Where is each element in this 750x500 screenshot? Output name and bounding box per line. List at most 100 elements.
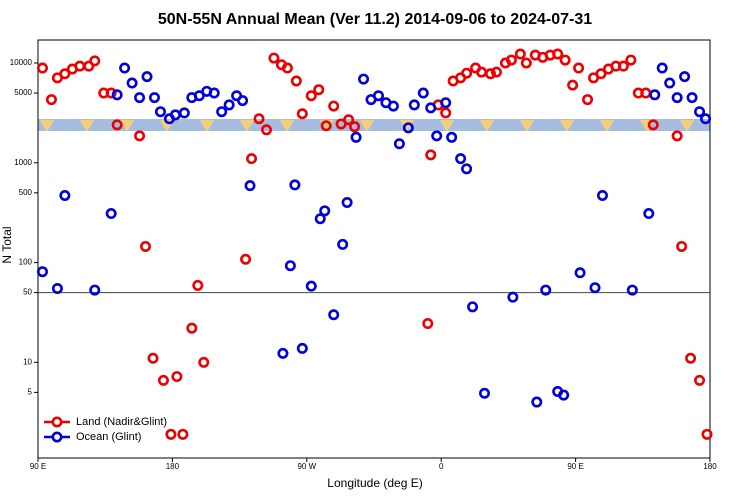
point (505, 54, 517, 66)
point (461, 163, 473, 175)
y-axis-title: N Total (0, 226, 14, 263)
point (417, 87, 429, 99)
x-tick-label: 180 (166, 462, 180, 471)
point (694, 106, 706, 118)
point (157, 374, 169, 386)
x-tick-label: 90 W (297, 462, 316, 471)
x-tick-label: 90 E (567, 462, 583, 471)
point (289, 179, 301, 191)
point (484, 68, 496, 80)
legend-label: Land (Nadir&Glint) (76, 416, 167, 428)
point (531, 396, 543, 408)
point (268, 52, 280, 64)
point (700, 113, 712, 125)
point (105, 87, 117, 99)
point (595, 68, 607, 80)
point (119, 62, 131, 74)
point (387, 100, 399, 112)
point (192, 279, 204, 291)
point (671, 130, 683, 142)
point (643, 208, 655, 220)
y-tick-label: 5 (28, 387, 33, 396)
point (177, 428, 189, 440)
y-tick-label: 1000 (14, 158, 32, 167)
point (686, 92, 698, 104)
point (147, 352, 159, 364)
point (319, 205, 331, 217)
point (589, 282, 601, 294)
point (59, 68, 71, 80)
point (305, 280, 317, 292)
point (640, 87, 652, 99)
point (507, 291, 519, 303)
point (402, 122, 414, 134)
point (314, 213, 326, 225)
point (134, 130, 146, 142)
point (140, 240, 152, 252)
point (111, 119, 123, 131)
point (567, 79, 579, 91)
y-tick-label: 100 (19, 258, 33, 267)
point (455, 153, 467, 165)
point (431, 130, 443, 142)
point (178, 107, 190, 119)
y-tick-label: 5000 (14, 88, 32, 97)
point (490, 66, 502, 78)
point (45, 94, 57, 106)
plot-frame (37, 39, 711, 459)
point (148, 92, 160, 104)
point (582, 94, 594, 106)
x-axis-title: Longitude (deg E) (327, 476, 422, 490)
point (223, 99, 235, 111)
point (51, 282, 63, 294)
point (186, 322, 198, 334)
point (111, 89, 123, 101)
point (626, 284, 638, 296)
point (237, 95, 249, 107)
y-tick-label: 50 (23, 288, 32, 297)
legend-label: Ocean (Glint) (76, 431, 141, 443)
point (36, 266, 48, 278)
point (573, 62, 585, 74)
point (574, 267, 586, 279)
point (89, 55, 101, 67)
point (240, 253, 252, 265)
point (171, 371, 183, 383)
point (320, 120, 332, 132)
point (440, 97, 452, 109)
point (134, 92, 146, 104)
point (393, 138, 405, 150)
point (208, 87, 220, 99)
y-tick-label: 10 (23, 357, 32, 366)
point (305, 90, 317, 102)
point (59, 189, 71, 201)
point (154, 106, 166, 118)
point (169, 109, 181, 121)
point (244, 180, 256, 192)
point (296, 108, 308, 120)
y-tick-label: 10000 (10, 58, 33, 67)
surface-band (38, 119, 710, 131)
point (701, 428, 713, 440)
point (358, 73, 370, 85)
point (260, 124, 272, 136)
point (105, 208, 117, 220)
point (440, 107, 452, 119)
chart-title: 50N-55N Annual Mean (Ver 11.2) 2014-09-0… (158, 11, 592, 28)
point (277, 347, 289, 359)
point (676, 240, 688, 252)
y-tick-label: 500 (19, 188, 33, 197)
point (343, 114, 355, 126)
point (514, 48, 526, 60)
point (552, 48, 564, 60)
point (671, 92, 683, 104)
point (349, 121, 361, 133)
point (408, 99, 420, 111)
point (694, 374, 706, 386)
point (328, 309, 340, 321)
point (216, 106, 228, 118)
point (284, 260, 296, 272)
point (540, 284, 552, 296)
point (649, 89, 661, 101)
